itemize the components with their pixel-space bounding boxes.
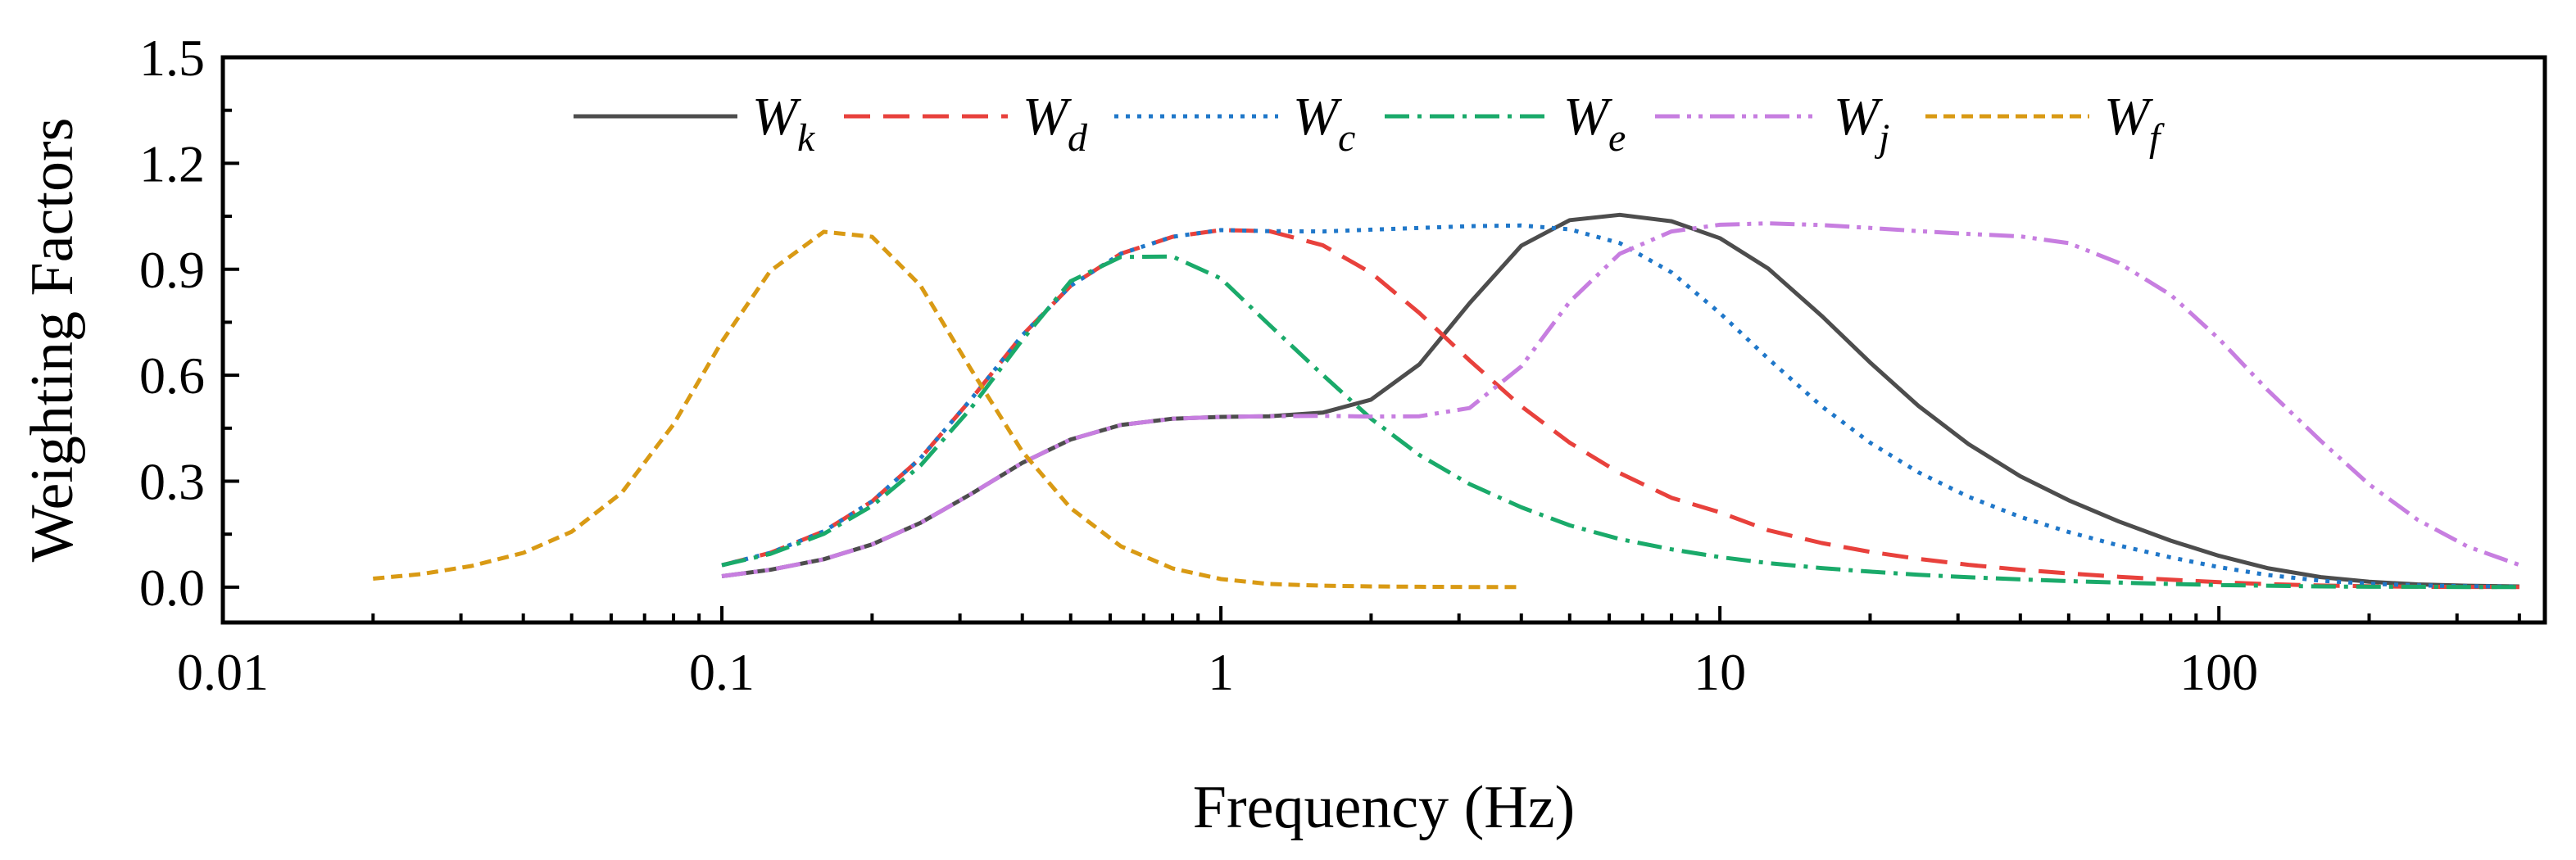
series-line-wc: [721, 223, 2519, 589]
plot-area: [220, 55, 2547, 625]
series-line-wf: [373, 229, 1522, 590]
series-line-wj: [721, 221, 2520, 578]
y-tick-label: 1.5: [139, 29, 205, 87]
series-lines: [373, 212, 2520, 590]
y-tick-label: 0.0: [139, 559, 205, 617]
y-tick-label: 0.9: [139, 241, 205, 299]
x-tick-label: 10: [1694, 643, 1746, 701]
axis-tick-labels: 0.01 0.1 1 10 100 0.0 0.3 0.6 0.9 1.2 1.5: [139, 29, 2258, 701]
y-axis-title: Weighting Factors: [19, 118, 86, 563]
series-line-wk: [721, 212, 2519, 589]
x-axis-title: Frequency (Hz): [1193, 774, 1575, 841]
x-tick-label: 0.01: [177, 643, 269, 701]
series-line-wd: [721, 228, 2519, 590]
x-tick-label: 1: [1208, 643, 1234, 701]
x-tick-label: 0.1: [689, 643, 755, 701]
y-tick-label: 0.6: [139, 346, 205, 405]
x-tick-label: 100: [2179, 643, 2258, 701]
y-tick-label: 0.3: [139, 453, 205, 511]
y-tick-label: 1.2: [139, 134, 205, 192]
axis-ticks: [221, 56, 2521, 622]
